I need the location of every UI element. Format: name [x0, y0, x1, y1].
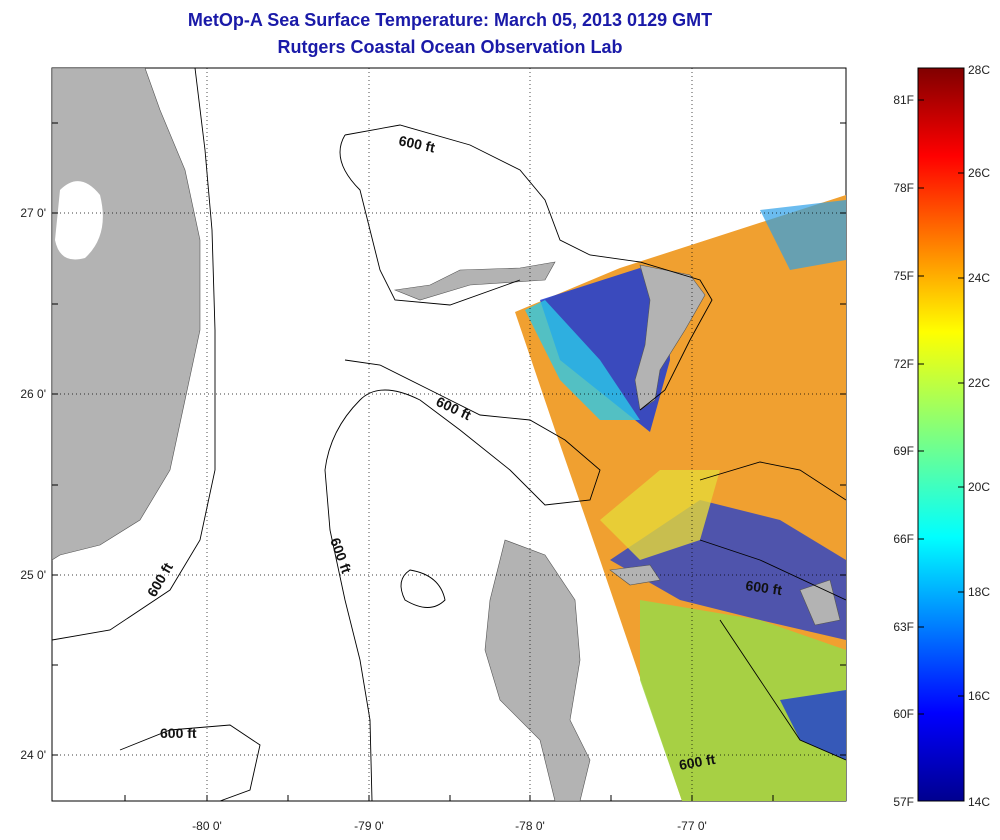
colorbar-f-label: 81F: [893, 93, 914, 107]
x-tick-label: -78 0': [515, 819, 545, 833]
colorbar-c-label: 22C: [968, 376, 990, 390]
contour-great-bahama-bank: [324, 359, 601, 801]
mixed-water-south: [640, 600, 846, 801]
y-tick-label: 25 0': [20, 568, 46, 582]
contour-label-southeast: 600 ft: [678, 751, 717, 773]
contour-exuma: [699, 461, 846, 761]
contour-loop: [400, 569, 446, 608]
cool-water-southeast: [780, 690, 846, 760]
grand-bahama-land: [393, 261, 556, 301]
contour-label-ne: 600 ft: [397, 132, 436, 155]
colorbar-c-label: 16C: [968, 689, 990, 703]
colorbar-c-label: 14C: [968, 795, 990, 809]
y-tick-label: 27 0': [20, 206, 46, 220]
x-tick-label: -77 0': [677, 819, 707, 833]
colorbar: [917, 67, 965, 802]
contour-little-bahama-bank: [339, 124, 713, 411]
colorbar-f-label: 78F: [893, 181, 914, 195]
contour-label-south: 600 ft: [160, 725, 197, 741]
y-tick-label: 26 0': [20, 387, 46, 401]
contour-label-east: 600 ft: [745, 577, 784, 598]
colorbar-c-label: 24C: [968, 271, 990, 285]
colorbar-f-label: 57F: [893, 795, 914, 809]
colorbar-c-label: 18C: [968, 585, 990, 599]
colorbar-f-label: 66F: [893, 532, 914, 546]
colorbar-f-label: 69F: [893, 444, 914, 458]
colorbar-f-label: 72F: [893, 357, 914, 371]
cyan-water-north: [525, 300, 640, 420]
yellow-band: [600, 470, 720, 560]
map-title: MetOp-A Sea Surface Temperature: March 0…: [187, 10, 713, 30]
colorbar-ticks: [918, 99, 964, 715]
map-subtitle: Rutgers Coastal Ocean Observation Lab: [277, 37, 623, 57]
andros-land: [484, 539, 591, 801]
x-tick-label: -79 0': [354, 819, 384, 833]
colorbar-f-label: 75F: [893, 269, 914, 283]
grid-lines: [52, 68, 846, 801]
abaco-land: [634, 264, 706, 411]
colorbar-c-label: 26C: [968, 166, 990, 180]
colorbar-c-label: 28C: [968, 63, 990, 77]
x-tick-label: -80 0': [192, 819, 222, 833]
colorbar-c-label: 20C: [968, 480, 990, 494]
lake-okeechobee: [55, 181, 103, 260]
axis-ticks: [52, 122, 846, 801]
colorbar-f-label: 63F: [893, 620, 914, 634]
small-islands-land: [609, 564, 841, 626]
colorbar-f-label: 60F: [893, 707, 914, 721]
y-tick-label: 24 0': [20, 748, 46, 762]
cool-patch-east: [760, 200, 846, 270]
contour-south: [119, 724, 261, 801]
